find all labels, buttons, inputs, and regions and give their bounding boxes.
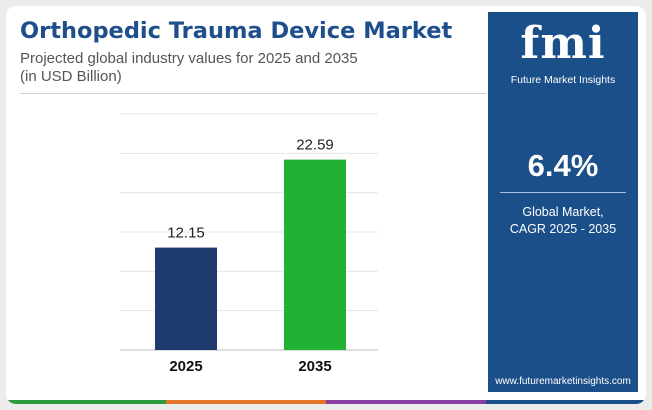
page-subtitle: Projected global industry values for 202… — [20, 50, 358, 86]
sidebar-panel: fmi Future Market Insights 6.4% Global M… — [488, 12, 638, 392]
footer-segment-purple — [326, 400, 486, 404]
fmi-logo: fmi — [520, 18, 606, 69]
bar-2035 — [284, 159, 346, 350]
subtitle-line-2: (in USD Billion) — [20, 68, 122, 85]
header-divider — [20, 93, 486, 94]
x-tick-label-2025: 2025 — [169, 358, 202, 375]
cagr-label-line-1: Global Market, — [522, 205, 604, 219]
cagr-value: 6.4% — [527, 148, 599, 183]
bar-2025 — [155, 247, 217, 350]
data-label-2025: 12.15 — [167, 225, 205, 242]
data-label-2035: 22.59 — [296, 137, 334, 154]
bar-chart: 12.15 2025 22.59 2035 — [120, 113, 378, 375]
stat-divider — [500, 192, 626, 193]
logo-subtitle: Future Market Insights — [510, 74, 616, 86]
infographic-card: Orthopedic Trauma Device Market Projecte… — [6, 6, 646, 404]
cagr-label-line-2: CAGR 2025 - 2035 — [509, 222, 617, 236]
x-tick-label-2035: 2035 — [298, 358, 331, 375]
cagr-label: Global Market, CAGR 2025 - 2035 — [488, 204, 638, 238]
footer-segment-green — [6, 400, 166, 404]
subtitle-line-1: Projected global industry values for 202… — [20, 50, 358, 67]
page-title: Orthopedic Trauma Device Market — [20, 18, 453, 44]
footer-color-bar — [6, 400, 646, 404]
footer-segment-orange — [166, 400, 326, 404]
website-url[interactable]: www.futuremarketinsights.com — [495, 376, 631, 387]
footer-segment-blue — [486, 400, 646, 404]
